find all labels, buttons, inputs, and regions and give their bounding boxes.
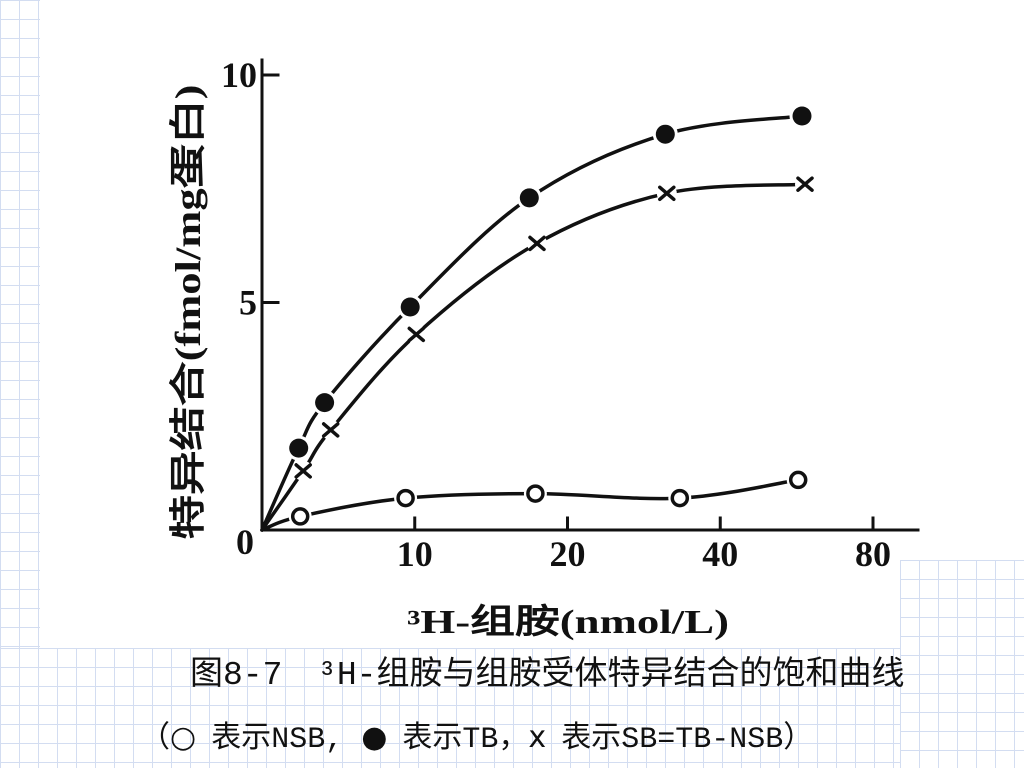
legend-separator: , [325,723,344,757]
x-marker-stroke [407,326,426,343]
x-marker-stroke [294,463,312,479]
tb-data-point [519,188,539,208]
axis-ticks: 0 5 10 10 20 40 80 [221,55,891,574]
legend-separator: ， [498,723,529,757]
legend-verb: 表示 [211,723,272,757]
tb-curve [260,114,804,532]
legend-definition: =TB-NSB [657,723,784,757]
series-curves [260,114,807,532]
sb-data-point [658,185,676,202]
x-mark-symbol: x [528,720,547,755]
figure-title: ³H-组胺与组胺受体特异结合的饱和曲线 [317,657,905,694]
sb-data-point [528,235,546,252]
tb-data-point [315,393,335,413]
x-tick-label: 40 [702,534,738,574]
legend-verb: 表示 [402,723,463,757]
y-axis-label: 特异结合(fmol/mg蛋白) [168,84,208,539]
marker-halos [286,103,815,528]
nsb-data-point [670,488,690,508]
sb-data-point [321,422,340,438]
y-tick-label: 5 [239,283,257,323]
nsb-data-point [290,507,310,526]
open-circle-symbol: ○ [170,720,197,755]
open-circle-marker [526,484,545,503]
tb-data-point [289,438,309,458]
open-circle-marker [290,507,310,526]
filled-circle-marker [655,124,675,144]
x-marker-stroke [796,176,814,192]
legend-series-name: SB [621,723,658,757]
legend-close-paren: ） [783,723,814,757]
filled-circle-symbol: ● [361,720,388,755]
sb-data-point [294,463,312,479]
y-tick-label: 0 [236,522,254,562]
open-circle-marker [788,470,808,490]
nsb-data-point [526,484,545,503]
background-grid-bottom [0,648,1024,768]
legend-item-sb: x 表示 SB =TB-NSB [528,720,784,757]
figure-caption: 图8-7 ³H-组胺与组胺受体特异结合的饱和曲线 [190,659,904,692]
x-marker-stroke [528,235,546,252]
tb-data-point [655,124,675,144]
sb-data-point [407,326,426,343]
figure-number: 图8-7 [190,657,283,694]
axes [260,58,920,532]
x-tick-label: 20 [550,534,586,574]
tb-data-point [792,106,812,126]
filled-circle-marker [519,188,539,208]
y-tick-label: 10 [221,55,257,95]
filled-circle-marker [792,106,812,126]
legend-item-nsb: ○ 表示 NSB , [170,720,361,757]
legend-caption: （ ○ 表示 NSB , ● 表示 TB ， x 表示 SB =TB-NSB ） [140,720,814,757]
open-circle-marker [670,488,690,508]
nsb-data-point [396,488,415,508]
legend-verb: 表示 [561,723,622,757]
x-tick-label: 80 [855,534,891,574]
legend-open-paren: （ [140,723,170,757]
x-axis-label: ³H-组胺(nmol/L) [407,603,729,641]
background-grid-left [0,0,40,768]
x-marker-stroke [321,422,340,438]
saturation-binding-chart: 0 5 10 10 20 40 80 ³H-组胺(nmol/L) 特异结合(fmol/mg蛋… [168,55,920,641]
tb-data-point [400,297,420,317]
data-markers [289,106,814,526]
legend-item-tb: ● 表示 TB ， [361,720,529,757]
filled-circle-marker [315,393,335,413]
legend-series-name: NSB [271,723,326,757]
nsb-data-point [788,470,808,490]
background-grid-right [900,560,1024,768]
legend-series-name: TB [462,723,499,757]
x-marker-stroke [658,185,676,202]
filled-circle-marker [400,297,420,317]
x-tick-label: 10 [397,534,433,574]
filled-circle-marker [289,438,309,458]
open-circle-marker [396,488,415,508]
sb-data-point [796,176,814,192]
